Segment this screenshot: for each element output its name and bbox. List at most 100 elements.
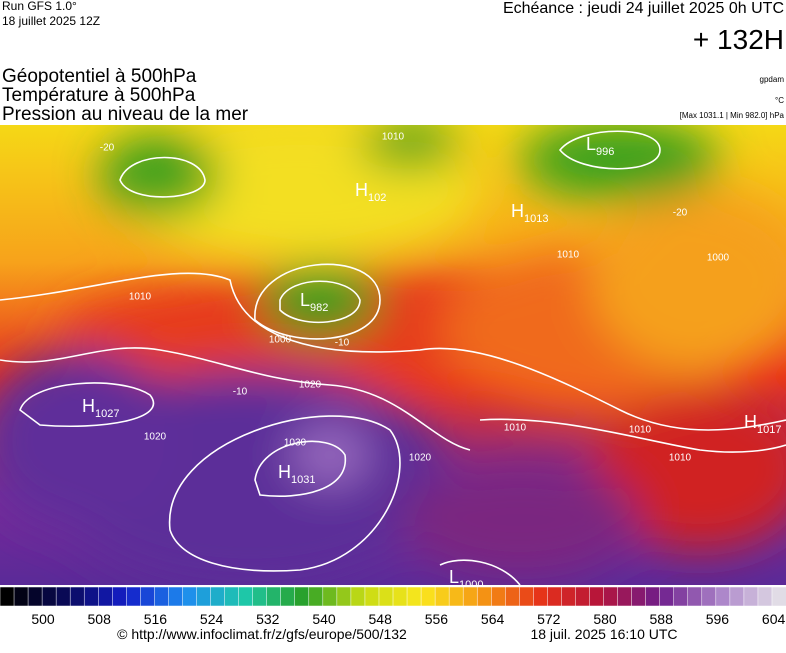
pressure-center: L996 — [586, 134, 614, 158]
isobar-label: 1030 — [284, 438, 307, 449]
center-type: H — [82, 396, 95, 416]
color-swatch — [631, 586, 647, 607]
color-swatch — [140, 586, 156, 607]
pressure-center: H1013 — [511, 201, 548, 225]
isobar-label: 1010 — [382, 132, 405, 143]
field: Température à 500hPa — [2, 85, 196, 106]
color-swatch — [41, 586, 57, 607]
colorbar-label: 524 — [200, 611, 224, 627]
color-swatch — [589, 586, 605, 607]
color-swatch — [434, 586, 450, 607]
color-swatch — [673, 586, 689, 607]
center-type: L — [586, 134, 596, 154]
center-value: 982 — [310, 302, 328, 314]
center-type: H — [278, 462, 291, 482]
color-swatch — [715, 586, 731, 607]
color-swatch — [83, 586, 100, 607]
color-swatch — [406, 586, 422, 607]
pressure-center: L982 — [300, 290, 328, 314]
map — [0, 125, 786, 585]
color-swatch — [322, 586, 338, 607]
color-swatch — [701, 586, 717, 607]
color-swatch — [743, 586, 759, 607]
isobar-label: 1010 — [504, 423, 527, 434]
center-value: 1031 — [291, 474, 315, 486]
temperature-label: -20 — [100, 143, 115, 154]
timestamp: 18 juil. 2025 16:10 UTC — [530, 626, 677, 642]
color-swatch — [392, 586, 408, 607]
source: © http://www.infoclimat.fr/z/gfs/europe/… — [117, 626, 407, 642]
color-swatch — [378, 586, 394, 607]
color-swatch — [491, 586, 507, 607]
color-swatch — [224, 586, 240, 607]
color-swatch — [364, 586, 380, 607]
center-value: 996 — [596, 146, 614, 158]
colorbar-label: 508 — [88, 611, 112, 627]
forecast: Echéance : jeudi 24 juillet 2025 0h UTC — [503, 0, 784, 17]
pressure-center: H1027 — [82, 396, 119, 420]
color-swatch — [687, 586, 703, 607]
isobar-label: 1020 — [299, 380, 322, 391]
color-swatch — [336, 586, 352, 607]
color-swatch — [533, 586, 549, 607]
colorbar-label: 516 — [144, 611, 168, 627]
colorbar-label: 604 — [762, 611, 786, 627]
color-swatch — [575, 586, 591, 607]
color-swatch — [448, 586, 464, 607]
color-swatch — [98, 586, 114, 607]
center-type: H — [744, 412, 757, 432]
color-swatch — [729, 586, 745, 607]
center-type: H — [511, 201, 524, 221]
color-swatch — [69, 586, 85, 607]
field: Géopotentiel à 500hPa — [2, 66, 197, 87]
color-swatch — [476, 586, 493, 607]
run-date: 18 juillet 2025 12Z — [2, 14, 100, 28]
color-swatch — [27, 586, 43, 607]
unit: [Max 1031.1 | Min 982.0] hPa — [680, 111, 785, 120]
center-value: 1013 — [524, 213, 548, 225]
isobar-label: 1000 — [269, 335, 292, 346]
color-swatch — [561, 586, 577, 607]
color-swatch — [168, 586, 184, 607]
center-type: H — [355, 180, 368, 200]
color-swatch — [196, 586, 212, 607]
isobar-label: 1010 — [669, 453, 692, 464]
color-swatch — [659, 586, 675, 607]
color-swatch — [182, 586, 198, 607]
pressure-center: H102 — [355, 180, 386, 204]
color-swatch — [154, 586, 170, 607]
color-swatch — [420, 586, 436, 607]
color-swatch — [126, 586, 142, 607]
colorbar-label: 564 — [481, 611, 505, 627]
center-value: 1027 — [95, 408, 119, 420]
color-swatch — [505, 586, 521, 607]
isobar-label: 1000 — [707, 253, 730, 264]
center-type: L — [449, 567, 459, 587]
color-swatch — [603, 586, 619, 607]
color-swatch — [252, 586, 268, 607]
color-swatch — [210, 586, 226, 607]
temperature-label: -10 — [233, 387, 248, 398]
color-swatch — [112, 586, 128, 607]
center-value: 1017 — [757, 424, 781, 436]
isobar-label: 1020 — [409, 453, 432, 464]
color-swatch — [294, 586, 310, 607]
color-swatch — [266, 586, 282, 607]
lead-time: + 132H — [693, 24, 784, 55]
color-swatch — [519, 586, 535, 607]
colorbar-label: 572 — [537, 611, 561, 627]
pressure-center: H1031 — [278, 462, 315, 486]
color-swatch — [308, 586, 324, 607]
center-value: 102 — [368, 192, 386, 204]
center-type: L — [300, 290, 310, 310]
color-swatch — [350, 586, 366, 607]
run: Run GFS 1.0° — [2, 0, 77, 13]
color-swatch — [462, 586, 478, 607]
colorbar-label: 548 — [369, 611, 393, 627]
isobar-label: 1010 — [129, 292, 152, 303]
isobar-label: 1020 — [144, 432, 167, 443]
isobar-label: 1010 — [629, 425, 652, 436]
temperature-label: -20 — [673, 208, 688, 219]
color-swatch — [771, 586, 786, 607]
colorbar-label: 540 — [312, 611, 336, 627]
